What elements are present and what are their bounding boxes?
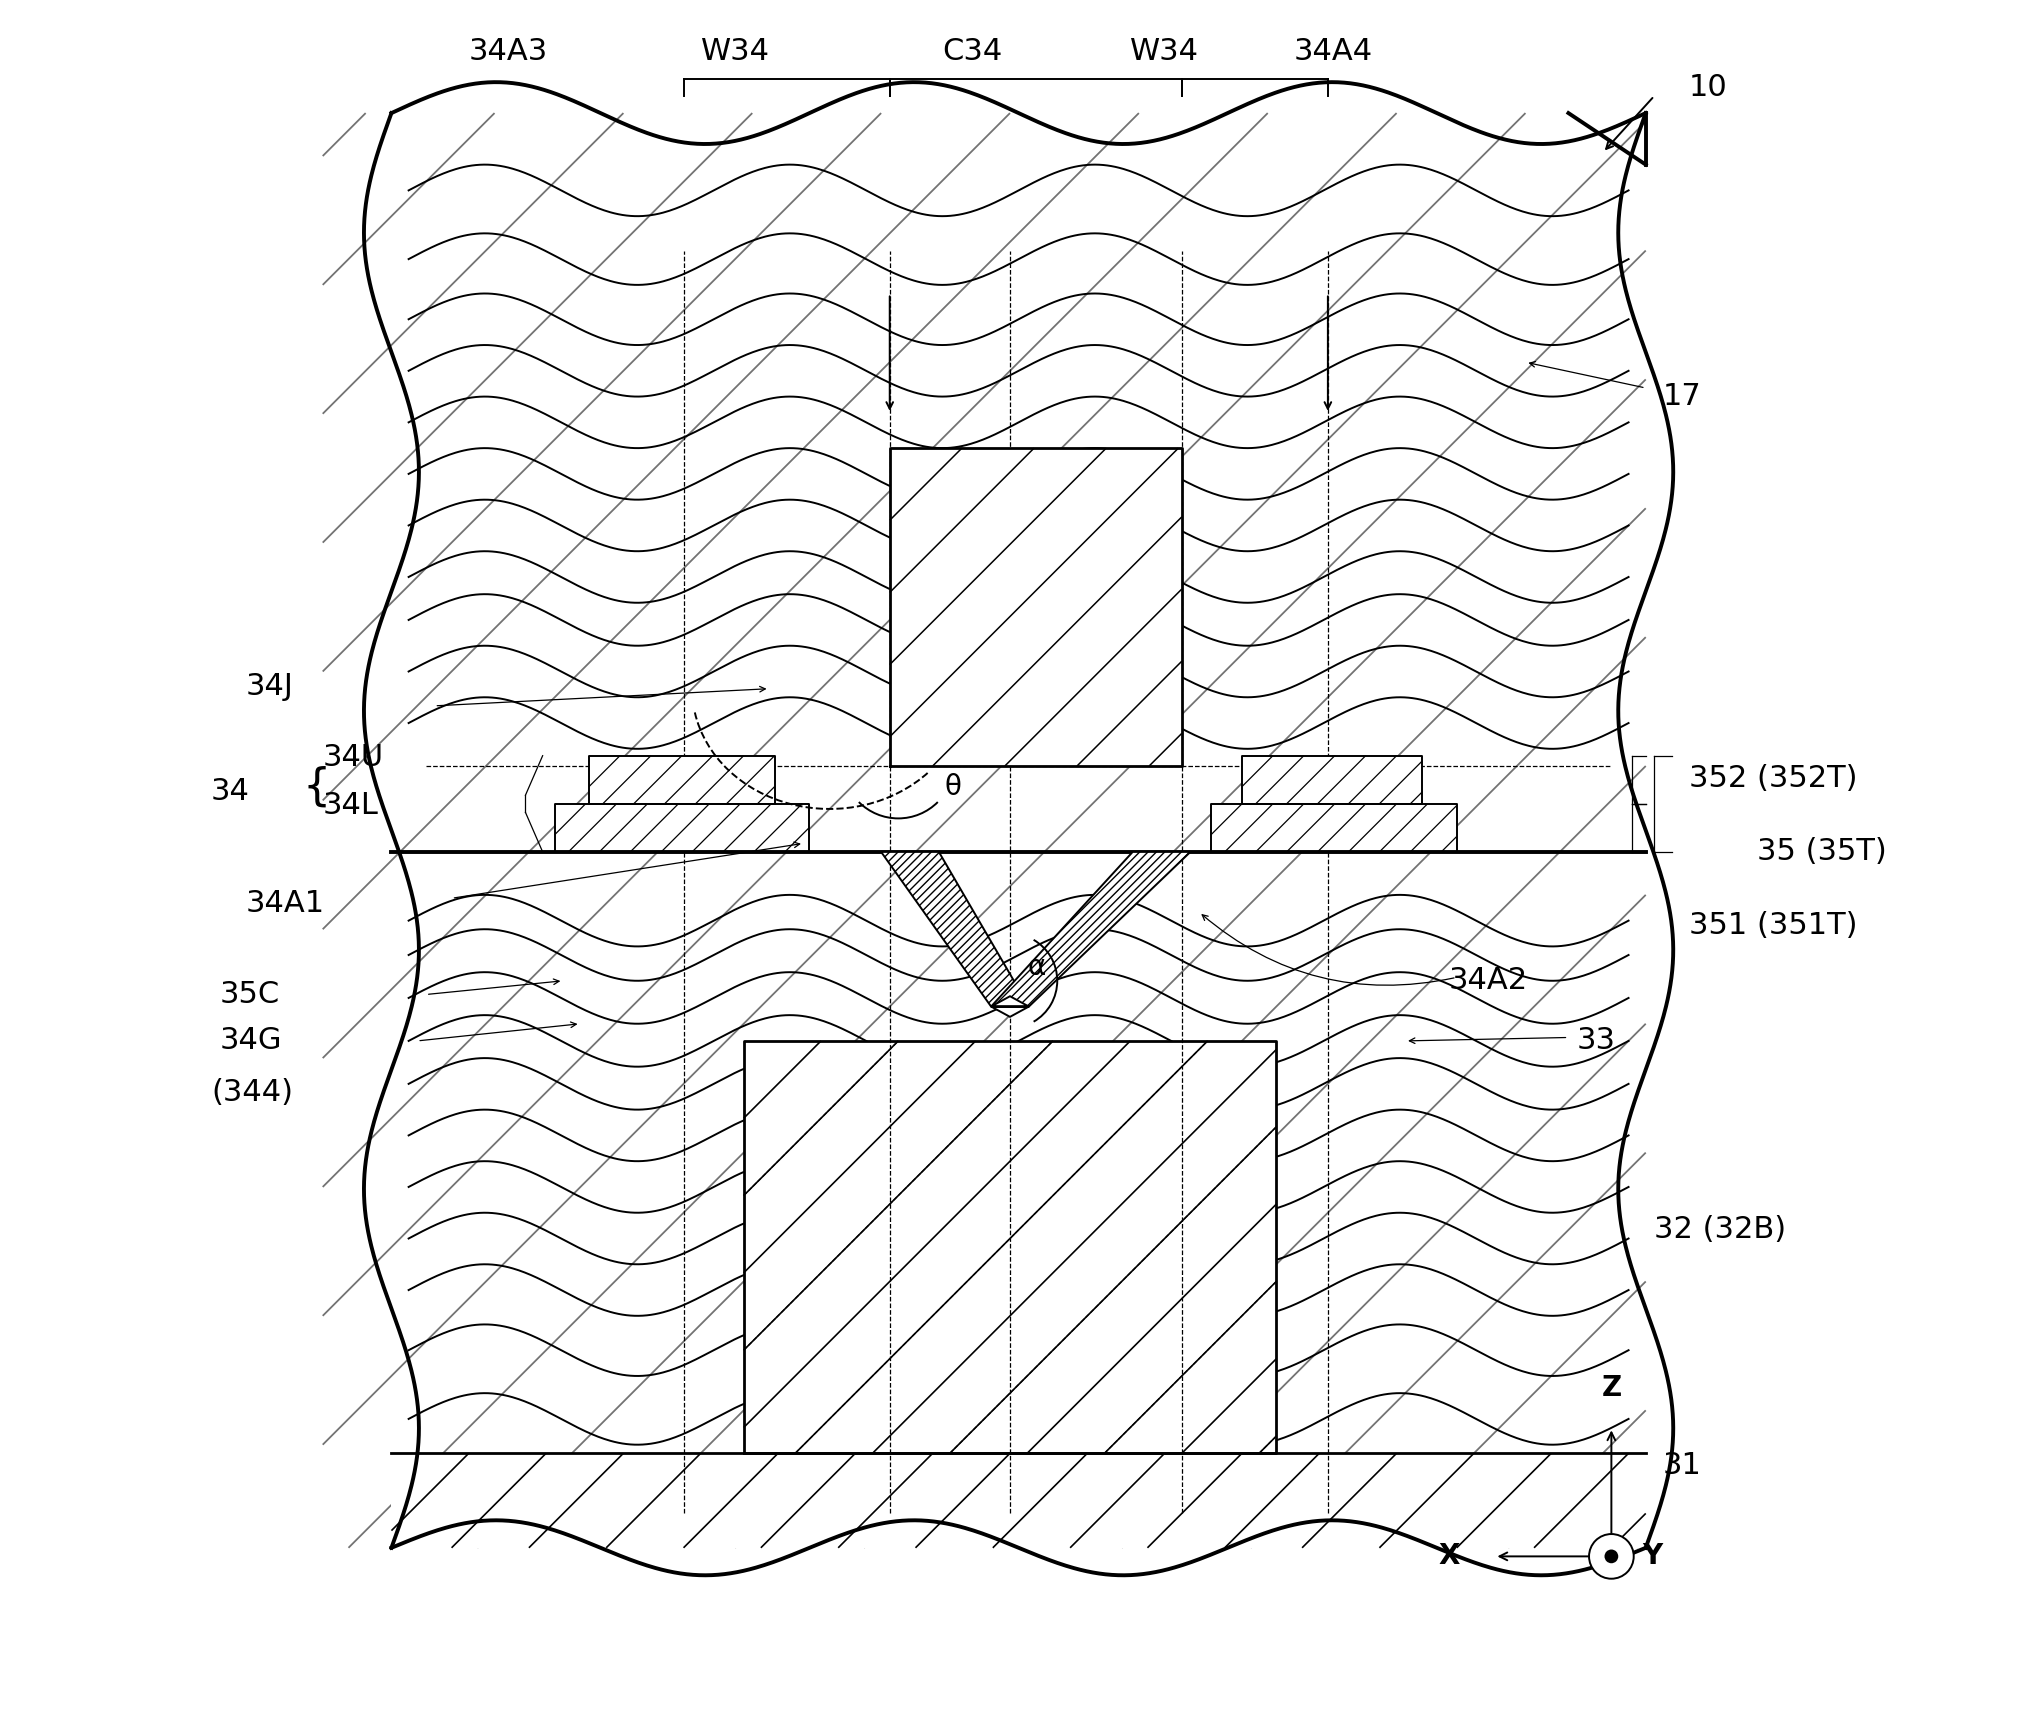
Text: Y: Y xyxy=(1642,1542,1662,1570)
Text: 33: 33 xyxy=(1578,1026,1616,1055)
Text: 352 (352T): 352 (352T) xyxy=(1689,764,1856,793)
Bar xyxy=(1242,756,1422,804)
Text: 17: 17 xyxy=(1662,382,1701,411)
Text: C34: C34 xyxy=(941,36,1002,65)
Bar xyxy=(556,804,808,852)
Text: 10: 10 xyxy=(1689,72,1727,102)
Bar xyxy=(1212,804,1456,852)
Text: X: X xyxy=(1438,1542,1460,1570)
Bar xyxy=(889,447,1182,766)
Text: 351 (351T): 351 (351T) xyxy=(1689,912,1856,940)
Polygon shape xyxy=(881,852,1028,1007)
Text: (344): (344) xyxy=(210,1077,293,1107)
Text: 34A3: 34A3 xyxy=(469,36,547,65)
Text: 34: 34 xyxy=(210,778,250,805)
Bar xyxy=(392,114,1646,1547)
Text: 34J: 34J xyxy=(244,673,293,702)
Text: 34A4: 34A4 xyxy=(1293,36,1374,65)
Text: Z: Z xyxy=(1602,1373,1622,1401)
Text: 34L: 34L xyxy=(323,792,378,819)
Text: 31: 31 xyxy=(1662,1451,1701,1480)
Text: 35C: 35C xyxy=(220,979,281,1009)
Polygon shape xyxy=(992,996,1028,1017)
Text: 32 (32B): 32 (32B) xyxy=(1654,1215,1786,1244)
Polygon shape xyxy=(992,852,1190,1007)
Bar xyxy=(392,1453,1646,1547)
Text: θ: θ xyxy=(945,773,962,800)
Circle shape xyxy=(1590,1533,1634,1578)
Text: W34: W34 xyxy=(1129,36,1200,65)
Text: 34A2: 34A2 xyxy=(1448,965,1527,995)
Bar xyxy=(743,1041,1277,1453)
Text: 34G: 34G xyxy=(220,1026,283,1055)
Text: W34: W34 xyxy=(701,36,770,65)
Text: {: { xyxy=(303,766,331,809)
Bar xyxy=(590,756,774,804)
Polygon shape xyxy=(881,852,1190,1015)
Text: 35 (35T): 35 (35T) xyxy=(1757,838,1887,866)
Text: 34U: 34U xyxy=(323,743,384,773)
Text: 34A1: 34A1 xyxy=(244,890,325,917)
Circle shape xyxy=(1604,1549,1618,1563)
Text: α: α xyxy=(1028,953,1046,981)
